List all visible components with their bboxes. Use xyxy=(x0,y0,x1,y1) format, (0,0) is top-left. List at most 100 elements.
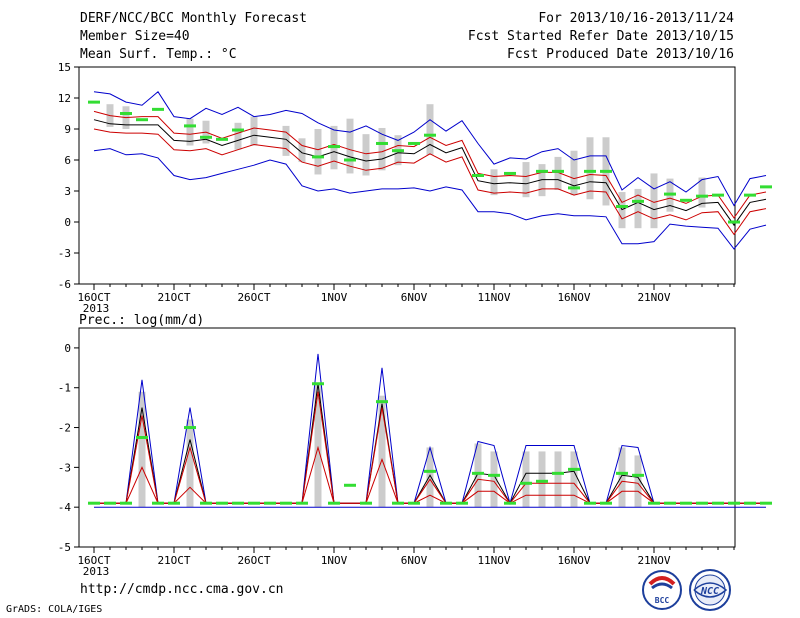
temp-spread-bar xyxy=(186,118,194,146)
precip-observed-mark xyxy=(632,473,644,477)
precip-observed-mark xyxy=(152,501,164,505)
start-reference-date: Fcst Started Refer Date 2013/10/15 xyxy=(467,29,734,44)
precip-observed-mark xyxy=(600,501,612,505)
temp-xtick-label: 11NOV xyxy=(477,291,510,304)
precip-observed-mark xyxy=(168,501,180,505)
temp-observed-mark xyxy=(408,141,420,145)
temp-panel: 15 12 9 6 3 0 -3 -6 16OCT 21OCT 26OCT 1NOV 6NOV 11NOV… xyxy=(58,61,772,315)
temp-observed-mark xyxy=(152,107,164,111)
precip-observed-mark xyxy=(136,436,148,439)
precip-observed-mark xyxy=(408,501,420,505)
temp-observed-mark xyxy=(696,194,708,198)
temp-plot-frame xyxy=(78,66,736,285)
temp-observed-mark xyxy=(216,137,228,141)
precip-plot-frame xyxy=(78,327,736,548)
temp-observed-mark xyxy=(184,124,196,128)
temp-observed-mark xyxy=(712,193,724,197)
precip-xtick-label: 16NOV xyxy=(557,554,590,567)
temp-ytick-label: 6 xyxy=(64,154,71,167)
temp-observed-mark xyxy=(344,158,356,162)
temp-observed-mark xyxy=(584,169,596,173)
precip-observed-mark xyxy=(584,501,596,505)
temp-series-mean-line xyxy=(93,119,767,226)
precip-observed-mark xyxy=(232,501,244,505)
precip-observed-mark xyxy=(616,471,628,475)
temp-ytick-label: 15 xyxy=(58,61,71,74)
temp-observed-mark xyxy=(312,155,324,159)
precip-spread-bar xyxy=(554,451,562,508)
temp-observed-mark xyxy=(536,169,548,173)
logos: BCC NCC xyxy=(642,569,731,611)
precip-observed-mark xyxy=(440,501,452,505)
temp-spread-bar xyxy=(554,156,562,190)
bcc-logo: BCC xyxy=(642,570,682,610)
temp-spread-bar xyxy=(634,188,642,229)
precip-observed-mark xyxy=(744,501,756,505)
precip-observed-mark xyxy=(104,501,116,505)
precip-observed-mark xyxy=(520,481,532,485)
precip-spread-bar xyxy=(474,443,482,508)
temp-observed-mark xyxy=(200,135,212,139)
precip-spread-bar xyxy=(186,419,194,508)
temp-series-p75-line xyxy=(93,110,767,219)
temp-ytick-label: 12 xyxy=(58,92,71,105)
precip-observed-mark xyxy=(648,501,660,505)
temp-observed-mark xyxy=(120,112,132,115)
precip-observed-mark xyxy=(568,467,580,471)
temp-xtick-label: 21NOV xyxy=(637,291,670,304)
temp-spread-bar xyxy=(314,129,322,175)
temp-observed-mark xyxy=(88,100,100,104)
precip-ytick-label: -5 xyxy=(58,541,71,554)
temp-observed-mark xyxy=(680,198,692,202)
temp-observed-mark xyxy=(600,169,612,173)
precip-observed-mark xyxy=(360,501,372,505)
figure-title: DERF/NCC/BCC Monthly Forecast xyxy=(80,11,307,26)
precip-observed-mark xyxy=(184,426,196,430)
precip-panel-title: Prec.: log(mm/d) xyxy=(79,313,205,328)
temp-spread-bar xyxy=(586,137,594,200)
precip-ytick-label: -1 xyxy=(58,382,71,395)
temp-ytick-label: -3 xyxy=(58,247,71,260)
temp-observed-mark xyxy=(424,133,436,137)
precip-observed-mark xyxy=(424,469,436,473)
precip-panel: 0 -1 -2 -3 -4 -5 16OCT 21OCT 26OCT 1NOV 6NOV 11NOV 1… xyxy=(58,327,772,578)
temp-observed-mark xyxy=(232,128,244,132)
precip-observed-mark xyxy=(712,501,724,505)
grads-credit: GrADS: COLA/IGES xyxy=(6,604,103,615)
temp-observed-mark xyxy=(728,220,740,224)
precip-spread-bar xyxy=(490,451,498,508)
precip-observed-mark xyxy=(552,471,564,475)
precip-observed-mark xyxy=(120,501,132,505)
precip-observed-mark xyxy=(456,501,468,505)
precip-observed-mark xyxy=(88,501,100,505)
precip-spread-bar xyxy=(570,451,578,508)
temp-spread-bar xyxy=(234,122,242,150)
precip-year-label: 2013 xyxy=(83,565,110,578)
precip-observed-mark xyxy=(504,501,516,505)
temp-spread-bar xyxy=(490,169,498,196)
temp-observed-mark xyxy=(568,186,580,190)
precip-observed-mark xyxy=(200,501,212,505)
ncc-logo: NCC xyxy=(689,569,731,611)
precip-observed-mark xyxy=(488,473,500,477)
member-size-label: Member Size=40 xyxy=(80,29,190,44)
precip-xtick-label: 26OCT xyxy=(237,554,270,567)
temp-ytick-label: 0 xyxy=(64,216,71,229)
temp-xtick-label: 21OCT xyxy=(157,291,190,304)
precip-observed-mark xyxy=(216,501,228,505)
temp-observed-mark xyxy=(744,193,756,197)
temp-spread-bar xyxy=(522,162,530,198)
ncc-logo-text: NCC xyxy=(700,586,719,597)
temp-xtick-label: 16OCT xyxy=(77,291,110,304)
temp-ytick-label: -6 xyxy=(58,278,71,291)
precip-spread-bar xyxy=(522,451,530,508)
precip-spread-bar xyxy=(426,447,434,508)
precip-spread-bar xyxy=(378,395,386,508)
temp-observed-mark xyxy=(328,145,340,149)
precip-xtick-label: 21NOV xyxy=(637,554,670,567)
precip-ytick-label: 0 xyxy=(64,342,71,355)
precip-spread-bar xyxy=(634,455,642,508)
temp-spread-bar xyxy=(538,164,546,197)
temp-xtick-label: 26OCT xyxy=(237,291,270,304)
